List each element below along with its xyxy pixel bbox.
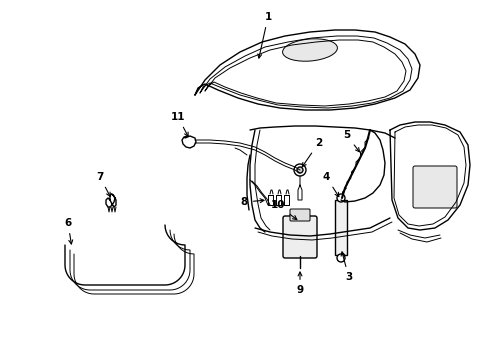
Ellipse shape (282, 39, 337, 61)
Text: 5: 5 (342, 130, 359, 152)
Text: 7: 7 (96, 172, 110, 197)
Text: 9: 9 (296, 272, 303, 295)
FancyBboxPatch shape (283, 216, 316, 258)
Text: 1: 1 (257, 12, 271, 58)
Text: 3: 3 (341, 252, 351, 282)
FancyBboxPatch shape (412, 166, 456, 208)
Bar (334, 200, 346, 255)
Text: 6: 6 (64, 218, 73, 244)
Text: 4: 4 (322, 172, 338, 197)
Text: 11: 11 (170, 112, 188, 136)
Text: 10: 10 (270, 200, 296, 220)
Circle shape (296, 167, 303, 173)
Circle shape (336, 194, 345, 202)
Text: 2: 2 (302, 138, 322, 167)
Text: 8: 8 (240, 197, 264, 207)
Circle shape (293, 164, 305, 176)
Circle shape (336, 254, 345, 262)
FancyBboxPatch shape (289, 209, 309, 221)
